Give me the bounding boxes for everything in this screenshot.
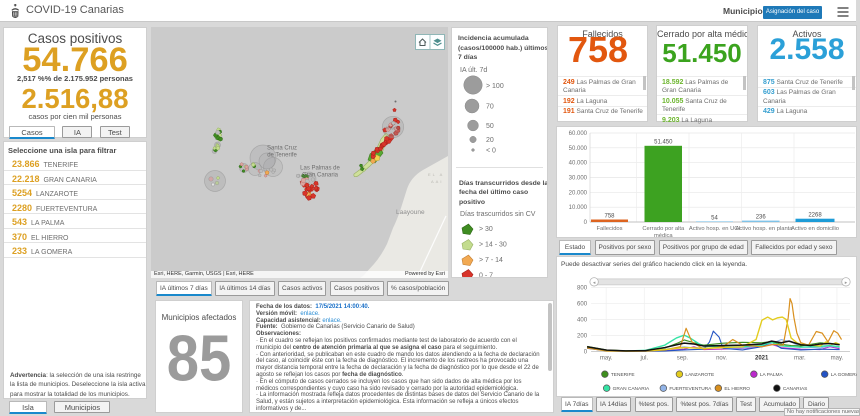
- svg-text:54: 54: [711, 215, 718, 221]
- svg-text:> 100: > 100: [486, 83, 504, 90]
- svg-text:Cerrado por alta: Cerrado por alta: [642, 226, 685, 232]
- svg-text:51.450: 51.450: [654, 140, 673, 146]
- svg-text:Activo hosp. en planta: Activo hosp. en planta: [735, 226, 793, 232]
- svg-text:40.000: 40.000: [569, 161, 588, 167]
- svg-text:GRAN CANARIA: GRAN CANARIA: [613, 386, 650, 392]
- svg-text:may.: may.: [831, 356, 844, 362]
- svg-text:LA PALMA: LA PALMA: [760, 372, 784, 378]
- svg-text:CANARIAS: CANARIAS: [783, 386, 808, 392]
- svg-text:sep.: sep.: [677, 356, 689, 362]
- svg-text:nov.: nov.: [716, 356, 727, 362]
- svg-text:0: 0: [584, 350, 588, 356]
- svg-text:600: 600: [577, 301, 588, 307]
- svg-text:10.000: 10.000: [569, 205, 588, 211]
- svg-text:60.000: 60.000: [569, 131, 588, 137]
- svg-text:Gran Canaria: Gran Canaria: [302, 173, 339, 179]
- svg-text:FUERTEVENTURA: FUERTEVENTURA: [669, 386, 712, 392]
- svg-text:200: 200: [577, 334, 588, 340]
- svg-text:> 30: > 30: [479, 226, 493, 233]
- svg-text:50: 50: [486, 123, 494, 130]
- svg-text:< 0: < 0: [486, 147, 496, 154]
- svg-text:20: 20: [486, 137, 494, 144]
- svg-text:de Tenerife: de Tenerife: [267, 153, 297, 159]
- svg-text:médica: médica: [654, 233, 673, 237]
- svg-text:EL A: EL A: [428, 172, 444, 177]
- svg-text:AAI: AAI: [431, 179, 443, 184]
- svg-text:20.000: 20.000: [569, 190, 588, 196]
- svg-text:LA GOMERA: LA GOMERA: [831, 372, 857, 378]
- svg-text:50.000: 50.000: [569, 146, 588, 152]
- svg-text:0: 0: [584, 220, 588, 226]
- svg-text:> 14 - 30: > 14 - 30: [479, 241, 507, 248]
- svg-text:◂: ◂: [593, 280, 596, 286]
- svg-text:30.000: 30.000: [569, 176, 588, 182]
- svg-text:Fallecidos: Fallecidos: [596, 226, 622, 232]
- svg-text:2021: 2021: [755, 356, 769, 362]
- svg-text:Santa Cruz: Santa Cruz: [267, 146, 297, 152]
- svg-text:EL HIERRO: EL HIERRO: [724, 386, 750, 392]
- svg-text:TENERIFE: TENERIFE: [611, 372, 635, 378]
- svg-text:2268: 2268: [808, 212, 822, 218]
- svg-text:mar.: mar.: [794, 356, 806, 362]
- svg-text:jul.: jul.: [639, 356, 648, 362]
- svg-text:Las Palmas de: Las Palmas de: [300, 166, 340, 172]
- svg-text:Activo hosp. en UCI: Activo hosp. en UCI: [689, 226, 741, 232]
- svg-text:Laayoune: Laayoune: [396, 209, 425, 216]
- svg-text:> 7 - 14: > 7 - 14: [479, 257, 503, 264]
- svg-text:▸: ▸: [845, 280, 848, 286]
- svg-text:LANZAROTE: LANZAROTE: [685, 372, 714, 378]
- svg-text:Activo en domicilio: Activo en domicilio: [791, 226, 839, 232]
- svg-text:236: 236: [756, 215, 767, 221]
- svg-text:400: 400: [577, 317, 588, 323]
- svg-text:800: 800: [577, 285, 588, 291]
- svg-text:70: 70: [486, 103, 494, 110]
- svg-text:Arrecife: Arrecife: [385, 126, 401, 131]
- svg-text:0 - 7: 0 - 7: [479, 272, 493, 278]
- svg-text:758: 758: [604, 214, 615, 220]
- svg-text:may.: may.: [600, 356, 613, 362]
